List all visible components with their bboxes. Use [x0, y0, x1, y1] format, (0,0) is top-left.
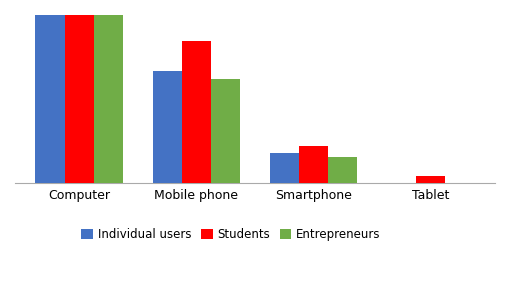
Bar — [36, 0, 65, 183]
Bar — [65, 0, 94, 183]
Bar — [94, 0, 123, 183]
Bar — [415, 176, 444, 183]
Legend: Individual users, Students, Entrepreneurs: Individual users, Students, Entrepreneur… — [76, 223, 385, 245]
Bar — [211, 79, 240, 183]
Bar — [269, 154, 298, 183]
Bar — [298, 146, 327, 183]
Bar — [327, 157, 357, 183]
Bar — [182, 41, 211, 183]
Bar — [152, 71, 182, 183]
